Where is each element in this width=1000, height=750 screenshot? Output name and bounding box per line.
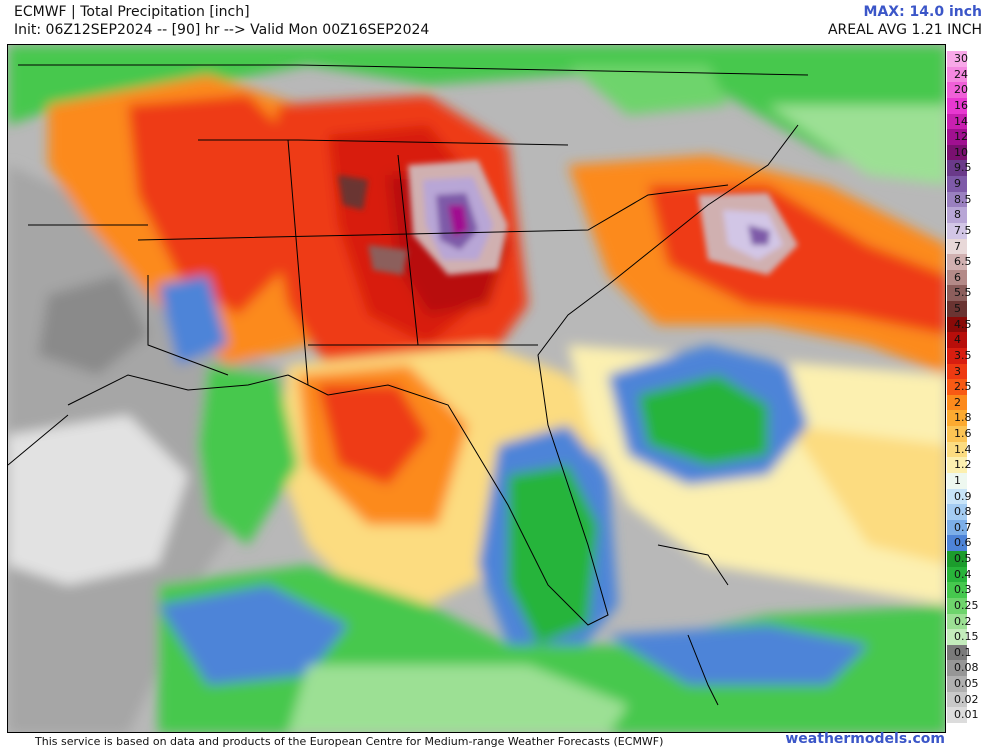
- legend-swatch: [947, 379, 967, 395]
- areal-average-label: AREAL AVG 1.21 INCH: [827, 22, 982, 38]
- legend-swatch: [947, 660, 967, 677]
- legend-swatch: [947, 566, 967, 583]
- legend-label: 1.4: [954, 442, 972, 456]
- init-valid-line: Init: 06Z12SEP2024 -- [90] hr --> Valid …: [14, 22, 430, 38]
- legend-label: 0.8: [954, 505, 972, 519]
- legend-swatch: [947, 613, 967, 630]
- legend-label: 1.6: [954, 427, 972, 441]
- legend-swatch: [947, 332, 967, 348]
- legend-swatch: [947, 191, 967, 208]
- legend-label: 6.5: [954, 255, 972, 269]
- legend-swatch: [947, 457, 967, 473]
- legend-label: 3: [954, 364, 961, 378]
- legend-swatch: [947, 472, 967, 489]
- legend-label: 8.5: [954, 192, 972, 206]
- legend-swatch: [947, 301, 967, 317]
- legend-swatch: [947, 504, 967, 520]
- legend-swatch: [947, 691, 967, 708]
- legend-label: 0.25: [954, 598, 979, 612]
- site-link[interactable]: weathermodels.com: [785, 731, 945, 747]
- legend-label: 5.5: [954, 286, 972, 300]
- precipitation-map: [7, 44, 946, 733]
- legend-label: 0.6: [954, 536, 972, 550]
- legend-swatch: [947, 519, 967, 536]
- legend-label: 0.1: [954, 645, 972, 659]
- legend-swatch: [947, 176, 967, 192]
- legend-swatch: [947, 238, 967, 255]
- legend-swatch: [947, 426, 967, 442]
- legend-swatch: [947, 254, 967, 270]
- legend-label: 4: [954, 333, 961, 347]
- legend-swatch: [947, 222, 967, 239]
- legend-swatch: [947, 207, 967, 223]
- legend-label: 30: [954, 52, 968, 65]
- boundary-lines: [8, 64, 809, 706]
- legend-label: 1.8: [954, 411, 972, 425]
- legend-label: 7.5: [954, 223, 972, 237]
- legend-label: 14: [954, 114, 968, 128]
- map-title: ECMWF | Total Precipitation [inch]: [14, 4, 250, 20]
- legend-swatch: [947, 488, 967, 505]
- legend-label: 0.4: [954, 567, 972, 581]
- legend-swatch: [947, 97, 967, 114]
- legend-label: 0.01: [954, 708, 979, 722]
- legend-label: 1.2: [954, 458, 972, 472]
- legend-label: 3.5: [954, 348, 972, 362]
- legend-swatch: [947, 629, 967, 645]
- legend-label: 0.3: [954, 583, 972, 597]
- legend-label: 4.5: [954, 317, 972, 331]
- legend-swatch: [947, 394, 967, 411]
- legend-label: 0.9: [954, 489, 972, 503]
- legend-swatch: [947, 347, 967, 364]
- legend-label: 5: [954, 302, 961, 316]
- legend-label: 9.5: [954, 161, 972, 175]
- legend-label: 0.5: [954, 552, 972, 566]
- legend-swatch: [947, 551, 967, 567]
- legend-swatch: [947, 363, 967, 380]
- legend-label: 7: [954, 239, 961, 253]
- legend-swatch: [947, 129, 967, 145]
- legend-swatch: [947, 316, 967, 333]
- legend-label: 2.5: [954, 380, 972, 394]
- legend-swatch: [947, 269, 967, 286]
- legend-label: 1: [954, 473, 961, 487]
- ecmwf-attribution: This service is based on data and produc…: [35, 735, 664, 748]
- legend-swatch: [947, 644, 967, 661]
- legend-label: 10: [954, 145, 968, 159]
- legend-swatch: [947, 66, 967, 83]
- legend-label: 6: [954, 270, 961, 284]
- legend-label: 20: [954, 83, 968, 97]
- legend-label: 12: [954, 130, 968, 144]
- legend-swatch: [947, 113, 967, 130]
- legend-swatch: [947, 144, 967, 161]
- legend-label: 16: [954, 98, 968, 112]
- legend-swatch: [947, 535, 967, 552]
- legend-label: 0.2: [954, 614, 972, 628]
- legend-swatch: [947, 676, 967, 692]
- legend-swatch: [947, 285, 967, 302]
- legend-label: 8: [954, 208, 961, 222]
- legend-swatch: [947, 441, 967, 458]
- legend-label: 0.7: [954, 520, 972, 534]
- legend-label: 0.08: [954, 661, 979, 675]
- legend-swatch: [947, 82, 967, 98]
- legend-label: 24: [954, 67, 968, 81]
- max-value-label: MAX: 14.0 inch: [863, 4, 982, 20]
- legend-swatch: [947, 160, 967, 177]
- legend-swatch: [947, 410, 967, 427]
- legend-label: 0.05: [954, 677, 979, 691]
- legend-swatch: [947, 582, 967, 598]
- legend-swatch: [947, 597, 967, 614]
- precip-maxima: [338, 160, 798, 275]
- legend-label: 0.15: [954, 630, 979, 644]
- legend-label: 9: [954, 177, 961, 191]
- legend-label: 0.02: [954, 692, 979, 706]
- color-legend: [947, 51, 969, 723]
- legend-swatch: [947, 707, 967, 723]
- precipitation-field: [8, 45, 945, 732]
- legend-label: 2: [954, 395, 961, 409]
- legend-swatch: [947, 51, 967, 67]
